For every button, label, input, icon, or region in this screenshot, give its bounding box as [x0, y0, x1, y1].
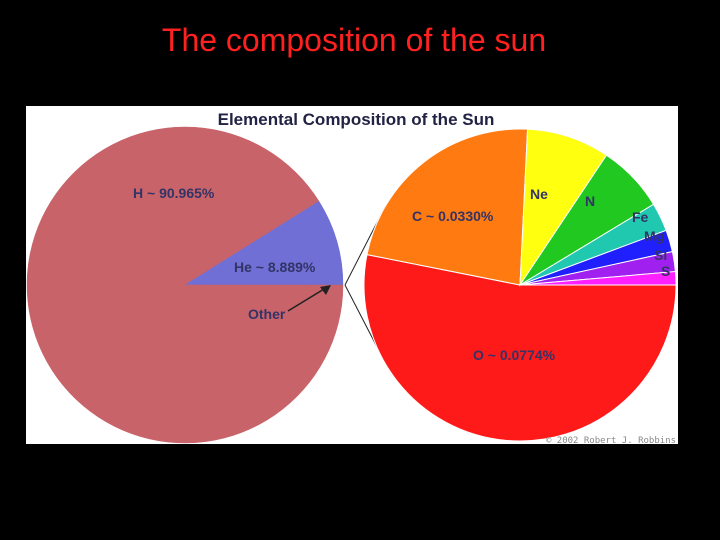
trace-elements-pie: [363, 128, 677, 442]
main-pie: [26, 126, 344, 444]
other-arrow-head: [320, 285, 331, 295]
label-ne: Ne: [530, 186, 548, 202]
label-h: H ~ 90.965%: [133, 185, 215, 201]
pie-slice-he: [184, 200, 344, 286]
pie-chart-figure: Elemental Composition of the Sun H ~ 90.…: [26, 106, 678, 444]
pie-slice-o: [363, 253, 677, 442]
pie-slice-c: [366, 128, 529, 286]
label-mg: Mg: [644, 228, 664, 244]
copyright-credit: © 2002 Robert J. Robbins: [546, 436, 676, 444]
label-fe: Fe: [632, 209, 649, 225]
pie-slice-s: [519, 271, 677, 286]
slice-labels: H ~ 90.965% He ~ 8.889% Other O ~ 0.0774% C …: [133, 185, 670, 363]
chart-title: Elemental Composition of the Sun: [218, 110, 495, 129]
pie-slice-other: [184, 284, 344, 287]
slide-title: The composition of the sun: [161, 22, 547, 58]
other-arrow-line: [287, 285, 330, 312]
pie-chart-svg: Elemental Composition of the Sun H ~ 90.…: [26, 110, 677, 444]
label-o: O ~ 0.0774%: [473, 347, 556, 363]
label-si: Si: [654, 247, 667, 263]
label-c: C ~ 0.0330%: [412, 208, 494, 224]
label-s: S: [661, 263, 670, 279]
label-he: He ~ 8.889%: [234, 259, 316, 275]
label-n: N: [585, 193, 595, 209]
pie-slice-ne: [519, 128, 608, 287]
label-other: Other: [248, 306, 286, 322]
